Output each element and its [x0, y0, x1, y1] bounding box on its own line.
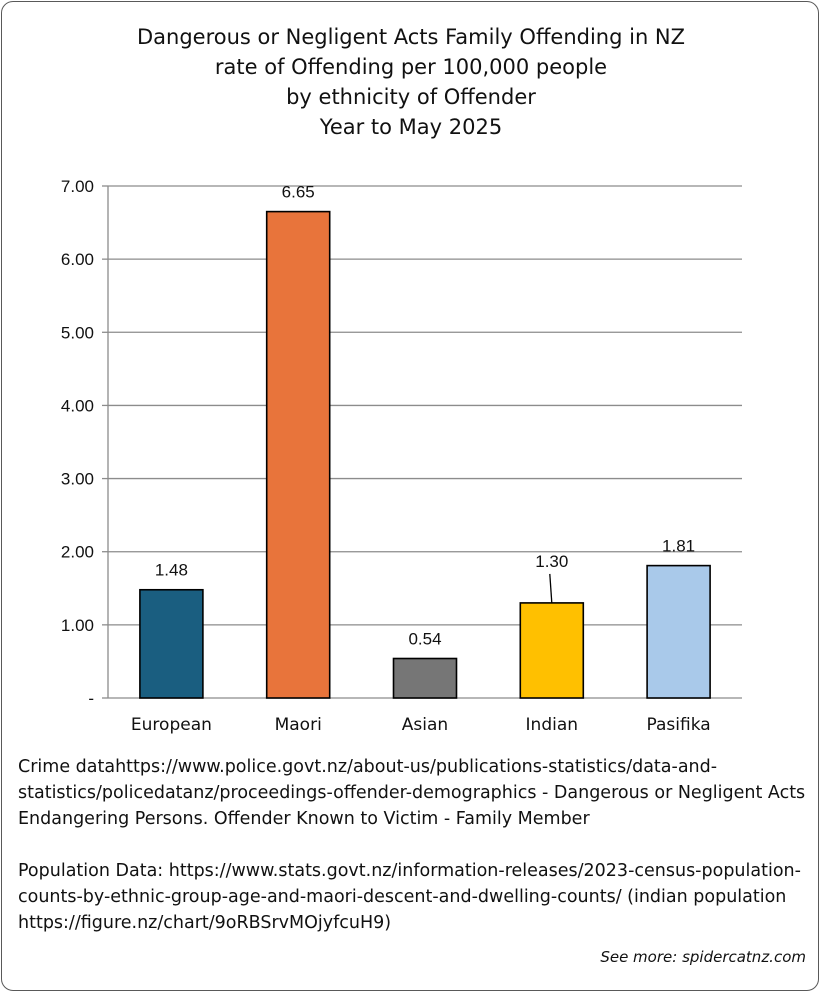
y-tick-label: 2.00 [61, 543, 94, 562]
data-label: 1.48 [155, 561, 188, 580]
bar-maori [265, 210, 331, 699]
chart-title: Dangerous or Negligent Acts Family Offen… [0, 22, 822, 142]
data-label-leader [549, 573, 553, 603]
see-more-credit: See more: spidercatnz.com [600, 948, 806, 966]
title-line-3: by ethnicity of Offender [286, 85, 536, 109]
x-tick-label: European [131, 715, 212, 735]
y-tick-label: 4.00 [61, 396, 94, 415]
x-tick-label: Pasifika [647, 715, 711, 735]
x-tick-label: Indian [526, 715, 579, 735]
bar-indian [519, 602, 585, 699]
bar-european [139, 588, 204, 699]
bar-pasifika [646, 564, 711, 699]
y-tick-label: 6.00 [61, 250, 94, 269]
bar-chart: - 1.00 2.00 3.00 4.00 5.00 6.00 7.00 1.48 Europea… [61, 177, 742, 735]
population-data-source: Population Data: https://www.stats.govt.… [18, 861, 801, 933]
y-tick-label: 7.00 [61, 177, 94, 196]
data-label: 6.65 [282, 183, 315, 202]
crime-data-source: Crime datahttps://www.police.govt.nz/abo… [18, 757, 806, 829]
data-label: 1.30 [535, 552, 568, 571]
title-line-2: rate of Offending per 100,000 people [214, 55, 608, 79]
y-tick-label: 1.00 [61, 616, 94, 635]
title-line-1: Dangerous or Negligent Acts Family Offen… [136, 25, 686, 49]
x-tick-label: Maori [275, 715, 322, 735]
data-label: 0.54 [408, 630, 441, 649]
y-tick-label: - [88, 689, 94, 708]
source-notes: Crime datahttps://www.police.govt.nz/abo… [18, 754, 814, 936]
x-tick-label: Asian [402, 715, 448, 735]
y-tick-label: 5.00 [61, 323, 94, 342]
data-label: 1.81 [662, 537, 695, 556]
title-line-4: Year to May 2025 [319, 115, 503, 139]
bar-asian [392, 657, 458, 699]
y-tick-label: 3.00 [61, 470, 94, 489]
